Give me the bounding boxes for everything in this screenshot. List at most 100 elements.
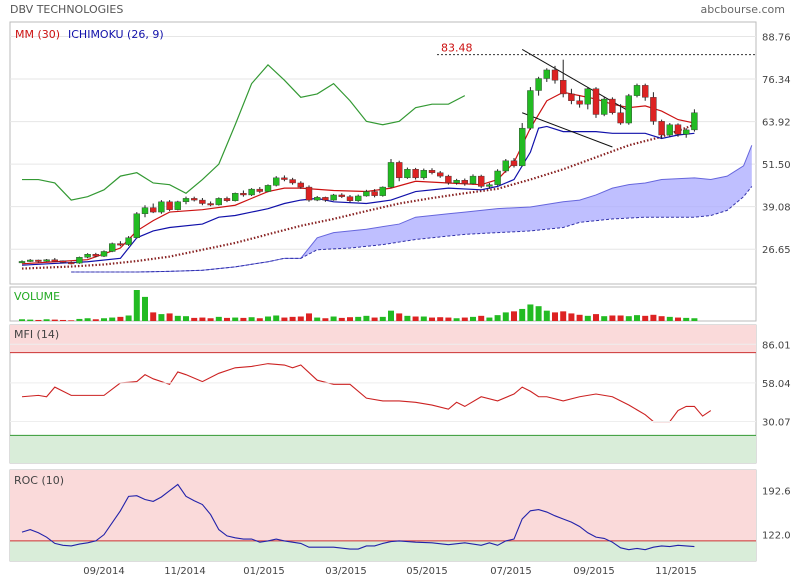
chikou-line (22, 63, 466, 201)
candle-body (166, 201, 173, 210)
candle-body (108, 243, 116, 252)
volume-bar (191, 317, 198, 321)
volume-bar (289, 316, 296, 321)
candle-body (543, 69, 550, 79)
volume-bar (445, 317, 452, 321)
date-tick-label: 09/2014 (83, 566, 125, 577)
date-tick-label: 03/2015 (325, 566, 367, 577)
volume-bar (396, 313, 403, 321)
volume-bar (256, 318, 263, 321)
candle-body (35, 259, 42, 262)
volume-bar (76, 318, 83, 321)
volume-bar (675, 317, 681, 321)
legend-mm: MM (30) (15, 28, 60, 41)
chart-title: DBV TECHNOLOGIES (10, 3, 123, 16)
candle-body (584, 88, 591, 105)
volume-bar (502, 312, 509, 321)
volume-bar (511, 311, 517, 321)
volume-bar (240, 317, 247, 321)
price-tick-label: 51.50 (762, 160, 791, 171)
volume-bar (347, 317, 353, 321)
candle-body (371, 191, 378, 196)
ichimoku-line (21, 125, 695, 266)
candle-body (601, 98, 608, 115)
mfi-tick-label: 86.01 (762, 340, 791, 351)
volume-bar (27, 319, 34, 321)
candle-body (84, 254, 91, 258)
roc-axis: 192.6 122.0 (762, 486, 791, 541)
volume-bar (404, 315, 411, 321)
volume-bar (691, 318, 698, 321)
candle-body (215, 198, 223, 206)
volume-bar (601, 316, 608, 321)
volume-bar (543, 310, 550, 321)
candle-body (502, 160, 509, 172)
volume-bar (19, 319, 25, 321)
candle-body (264, 185, 272, 192)
candle-body (445, 175, 452, 184)
candle-body (617, 112, 624, 124)
price-gridlines (10, 36, 756, 250)
volume-bar (248, 317, 255, 321)
volume-bar (150, 312, 157, 321)
volume-bar (634, 315, 640, 321)
candle-body (625, 95, 632, 124)
price-tick-label: 63.92 (762, 118, 791, 129)
date-tick-label: 11/2015 (655, 566, 697, 577)
candle-body (551, 69, 559, 81)
price-tick-label: 76.34 (762, 75, 791, 86)
cloud-lower-edge (71, 186, 753, 273)
candle-body (666, 124, 673, 136)
candle-body (650, 97, 657, 122)
candle-body (379, 186, 386, 196)
volume-bar (478, 315, 485, 321)
price-axis: 88.76 76.34 63.92 51.50 39.08 26.65 (762, 33, 791, 257)
volume-bar (68, 320, 75, 321)
candle-body (223, 198, 231, 201)
volume-bar (658, 316, 665, 321)
candle-body (330, 194, 337, 201)
volume-bar (568, 313, 575, 321)
volume-bar (576, 314, 583, 321)
candle-body (642, 85, 649, 98)
price-panel: 88.76 76.34 63.92 51.50 39.08 26.65 MM (30) I… (9, 21, 791, 285)
candle-body (199, 199, 206, 204)
candle-body (412, 169, 419, 179)
volume-bar (379, 316, 386, 321)
mfi-tick-label: 58.04 (762, 379, 791, 390)
candle-body (305, 186, 313, 201)
volume-bar (43, 319, 50, 321)
volume-label: VOLUME (14, 290, 60, 303)
roc-line (21, 483, 695, 551)
candle-body (338, 194, 345, 197)
candle-body (568, 93, 575, 101)
candle-body (141, 207, 149, 214)
mfi-zones (10, 325, 756, 463)
volume-bar (560, 311, 567, 321)
candle-body (256, 188, 263, 192)
volume-bar (281, 317, 288, 321)
candle-body (469, 175, 477, 184)
volume-bar (199, 317, 206, 321)
date-tick-label: 05/2015 (406, 566, 448, 577)
candle-body (592, 88, 600, 115)
candle-body (117, 243, 124, 246)
volume-bar (470, 316, 476, 321)
candle-body (560, 80, 567, 95)
date-axis: 09/2014 11/2014 01/2015 03/2015 05/2015 07/20… (83, 566, 697, 577)
cloud-area (71, 145, 752, 273)
candle-body (133, 213, 141, 238)
legend-ichimoku: ICHIMOKU (26, 9) (68, 28, 164, 41)
volume-bar (371, 317, 378, 321)
volume-bar (142, 296, 148, 321)
volume-bar (584, 315, 591, 321)
candle-body (633, 85, 641, 96)
candle-body (510, 160, 518, 167)
date-tick-label: 11/2014 (164, 566, 206, 577)
roc-label: ROC (10) (14, 474, 64, 487)
roc-tick-label: 122.0 (762, 531, 791, 542)
volume-bar (552, 312, 558, 321)
roc-upper-zone (10, 470, 756, 541)
